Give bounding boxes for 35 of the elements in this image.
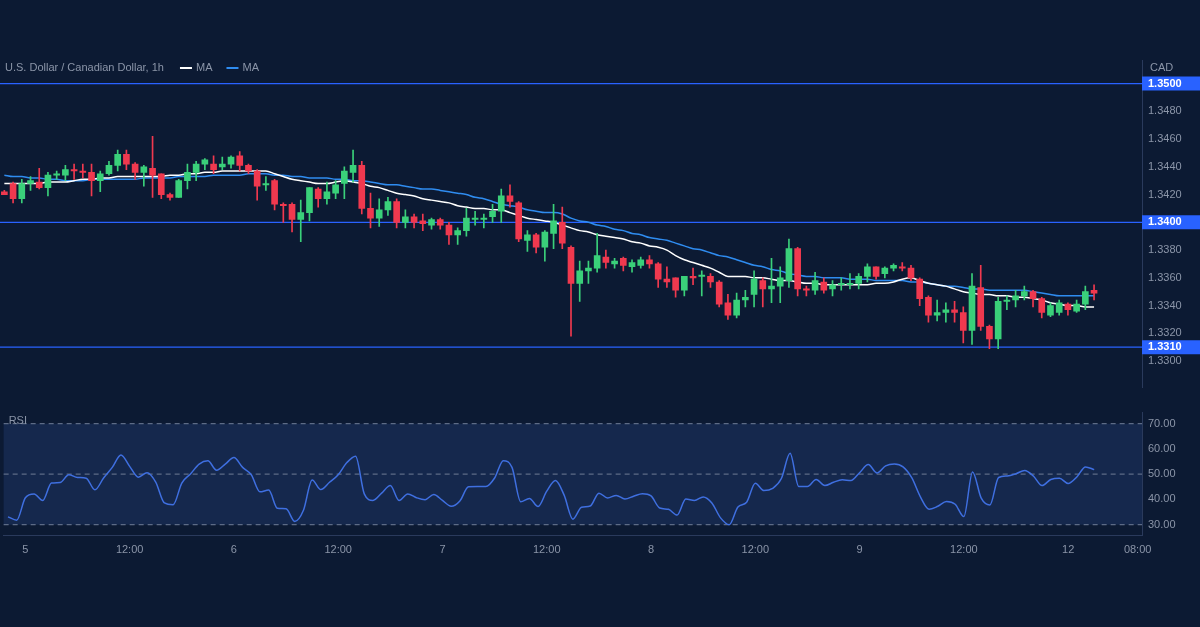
chart-title: U.S. Dollar / Canadian Dollar, 1h — [5, 61, 164, 74]
x-tick-label: 6 — [230, 543, 237, 556]
y-tick-label: 1.3300 — [1148, 354, 1182, 367]
x-tick-label: 12 — [1062, 543, 1075, 556]
x-tick-label: 7 — [439, 543, 446, 556]
y-tick-label: 40.00 — [1148, 492, 1176, 505]
x-tick-label: 12:00 — [532, 543, 561, 556]
y-tick-label: 1.3440 — [1148, 159, 1182, 172]
x-tick-label: 8 — [647, 543, 655, 556]
ref-line-label: 1.3310 — [1148, 340, 1182, 353]
chart-title: RSI — [8, 413, 27, 426]
legend-label: MA — [242, 61, 260, 74]
x-tick-label: 12:00 — [115, 543, 144, 556]
y-tick-label: 50.00 — [1148, 467, 1176, 480]
y-axis-title: CAD — [1150, 61, 1174, 74]
x-tick-label: 9 — [856, 543, 863, 556]
x-tick-label: 12:00 — [741, 543, 770, 556]
y-tick-label: 1.3340 — [1148, 298, 1182, 311]
y-tick-label: 1.3360 — [1148, 270, 1182, 283]
y-tick-label: 1.3380 — [1148, 243, 1182, 256]
y-tick-label: 60.00 — [1148, 441, 1176, 454]
x-tick-label: 12:00 — [324, 543, 352, 556]
y-tick-label: 30.00 — [1148, 517, 1176, 530]
y-tick-label: 1.3460 — [1148, 132, 1182, 145]
x-tick-label: 5 — [22, 543, 29, 556]
line-series — [7, 452, 1095, 526]
ref-line-label: 1.3400 — [1148, 215, 1182, 228]
y-tick-label: 1.3320 — [1148, 326, 1182, 339]
ref-line-label: 1.3500 — [1148, 76, 1182, 89]
y-tick-label: 1.3420 — [1148, 187, 1182, 200]
x-tick-label: 12:00 — [950, 543, 978, 556]
legend-label: MA — [195, 61, 214, 74]
x-tick-label: 08:00 — [1123, 543, 1152, 556]
y-tick-label: 70.00 — [1148, 416, 1176, 429]
y-tick-label: 1.3480 — [1148, 104, 1182, 117]
